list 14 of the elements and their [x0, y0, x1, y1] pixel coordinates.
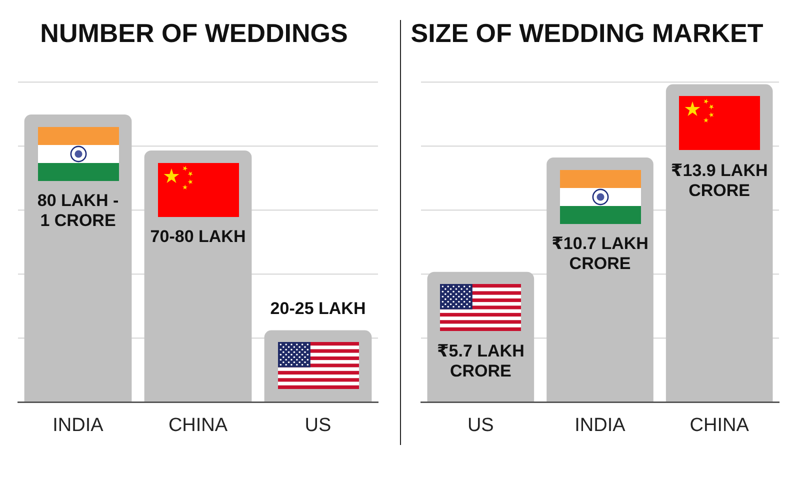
chart-title: NUMBER OF WEDDINGS [40, 18, 348, 48]
x-tick-label: INDIA [574, 414, 626, 436]
x-tick-label: INDIA [52, 414, 104, 436]
data-label: ₹10.7 LAKH CRORE [552, 234, 648, 274]
x-tick-label: US [467, 414, 494, 436]
x-tick-label: CHINA [690, 414, 750, 436]
x-tick-label: CHINA [168, 414, 228, 436]
data-label: 80 LAKH - 1 CRORE [37, 191, 119, 230]
chart-title: SIZE OF WEDDING MARKET [410, 18, 764, 48]
data-label: 20-25 LAKH [270, 298, 366, 318]
x-tick-label: US [304, 414, 332, 436]
data-label: ₹5.7 LAKH CRORE [436, 342, 524, 381]
data-label: 70-80 LAKH [150, 227, 246, 246]
data-label: ₹13.9 LAKH CRORE [670, 160, 768, 200]
